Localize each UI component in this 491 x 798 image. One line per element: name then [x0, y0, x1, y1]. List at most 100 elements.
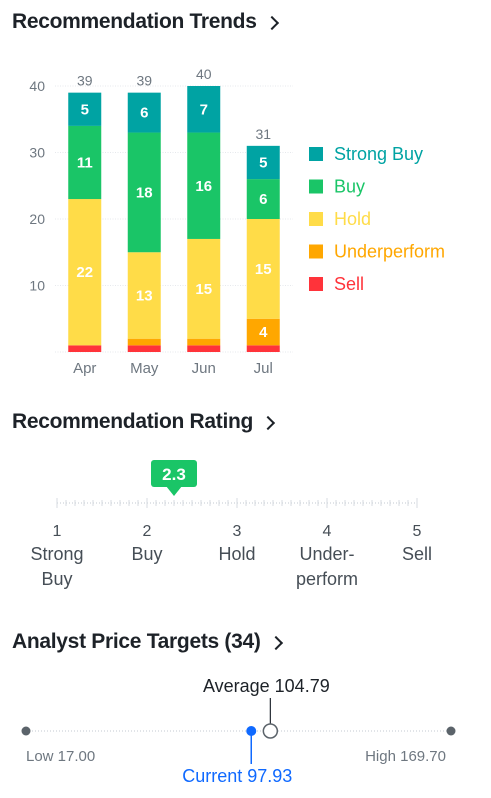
rating-scale-item-5: 5 Sell — [402, 523, 432, 564]
bar-segment-buy — [68, 125, 102, 200]
x-tick-label: Jul — [254, 360, 273, 377]
bar-segment-strong-buy — [187, 86, 221, 133]
rating-scale-number: 3 — [233, 523, 242, 540]
rating-scale-item-2: 2 Buy — [131, 523, 162, 564]
legend-label: Hold — [334, 209, 371, 229]
legend-item-sell[interactable]: Sell — [309, 274, 364, 294]
bar-segment-hold — [246, 219, 280, 319]
rating-scale-item-3: 3 Hold — [218, 523, 255, 564]
bar-value-label: 7 — [200, 101, 208, 118]
bar-segment-sell — [68, 345, 102, 352]
bar-stack-jun[interactable]: 15 16 7 40 — [187, 66, 221, 352]
legend-item-underperform[interactable]: Underperform — [309, 242, 445, 262]
recommendation-rating-title[interactable]: Recommendation Rating — [12, 410, 276, 434]
rating-badge-box — [151, 460, 197, 487]
chart-legend: Strong Buy Buy Hold Underperform Sell — [309, 144, 445, 294]
legend-swatch — [309, 212, 323, 226]
bar-total-label: 39 — [136, 73, 152, 89]
y-tick-label: 40 — [29, 78, 45, 94]
x-tick-label: Apr — [73, 360, 96, 377]
legend-item-hold[interactable]: Hold — [309, 209, 371, 229]
legend-item-strong-buy[interactable]: Strong Buy — [309, 144, 423, 164]
bar-segment-hold — [187, 238, 221, 339]
x-tick-label: May — [130, 360, 159, 377]
bar-stack-may[interactable]: 13 18 6 39 — [127, 73, 161, 352]
rating-scale-number: 2 — [143, 523, 152, 540]
rating-track — [56, 498, 418, 508]
bar-total-label: 40 — [196, 66, 212, 82]
legend-label: Buy — [334, 177, 365, 197]
bar-segment-hold — [68, 199, 102, 346]
chevron-right-icon — [260, 415, 276, 431]
bar-value-label: 5 — [259, 154, 267, 171]
bar-total-label: 31 — [255, 126, 271, 142]
average-marker — [262, 723, 279, 739]
bar-segment-sell — [246, 345, 280, 352]
price-targets-range: Low 17.00 High 169.70 Average 104.79 Curren… — [21, 676, 456, 786]
chevron-right-icon — [268, 635, 283, 651]
bar-value-label: 22 — [76, 264, 93, 281]
bar-segment-buy — [187, 132, 221, 239]
rating-value-badge: 2.3 — [151, 460, 197, 496]
bar-segment-hold — [127, 252, 161, 339]
bar-segment-strong-buy — [246, 145, 280, 180]
rating-scale-label-line2: perform — [296, 569, 358, 589]
x-axis: Apr May Jun Jul — [73, 360, 273, 377]
rating-badge-pointer — [166, 486, 182, 496]
bar-value-label: 4 — [259, 324, 268, 341]
current-marker — [246, 726, 257, 736]
rating-value: 2.3 — [162, 465, 186, 484]
rating-scale-item-4: 4 Under-perform — [296, 523, 358, 589]
average-price-label: Average 104.79 — [203, 676, 330, 696]
bar-segment-sell — [127, 345, 161, 352]
bar-value-label: 6 — [140, 105, 148, 122]
y-tick-label: 20 — [29, 211, 45, 227]
x-tick-label: Jun — [192, 360, 216, 377]
recommendation-trends-chart: 10 20 30 40 22 11 5 39 13 18 6 39 15 16 7 40 4 15 6 5 31 Ap… — [29, 66, 445, 377]
legend-item-buy[interactable]: Buy — [309, 177, 365, 197]
legend-swatch — [309, 147, 323, 161]
y-axis: 10 20 30 40 — [29, 78, 45, 294]
bar-segment-underperform — [246, 318, 280, 346]
bar-value-label: 15 — [255, 261, 272, 278]
recommendation-rating-scale: 1 Strong Buy 2 Buy 3 Hold 4 Under-perform 5 Sell 2… — [30, 460, 432, 589]
recommendation-trends-title[interactable]: Recommendation Trends — [12, 10, 279, 34]
low-price-label: Low 17.00 — [26, 748, 95, 765]
legend-label: Underperform — [334, 242, 445, 262]
rating-scale-label: Buy — [131, 544, 162, 564]
bar-segment-underperform — [187, 338, 221, 346]
high-price-label: High 169.70 — [365, 748, 446, 765]
chevron-right-icon — [264, 15, 279, 31]
rating-scale-label: Strong — [30, 544, 83, 564]
rating-scale-labels: 1 Strong Buy 2 Buy 3 Hold 4 Under-perform 5 Sell — [30, 523, 432, 589]
rating-scale-item-1: 1 Strong Buy — [30, 523, 83, 589]
high-marker — [446, 726, 456, 736]
bar-value-label: 13 — [136, 287, 153, 304]
legend-swatch — [309, 179, 323, 194]
legend-swatch — [309, 277, 323, 291]
bar-value-label: 18 — [136, 184, 153, 201]
bar-value-label: 6 — [259, 191, 267, 208]
rating-scale-label-line2: Buy — [41, 569, 72, 589]
bar-segment-underperform — [127, 338, 161, 346]
legend-label: Sell — [334, 274, 364, 294]
bar-total-label: 39 — [77, 73, 93, 89]
y-tick-label: 30 — [29, 145, 45, 161]
y-tick-label: 10 — [29, 278, 45, 294]
bar-value-label: 5 — [81, 101, 89, 118]
rating-scale-number: 5 — [413, 523, 422, 540]
legend-swatch — [309, 244, 323, 259]
current-price-label: Current 97.93 — [182, 766, 292, 786]
analyst-price-targets-title[interactable]: Analyst Price Targets (34) — [12, 630, 283, 654]
chart-bars: 22 11 5 39 13 18 6 39 15 16 7 40 4 15 6 5 31 — [68, 66, 280, 352]
rating-scale-number: 4 — [323, 523, 332, 540]
bar-stack-jul[interactable]: 4 15 6 5 31 — [246, 126, 280, 352]
bar-segment-strong-buy — [127, 92, 161, 133]
bar-value-label: 11 — [77, 154, 93, 171]
bar-value-label: 16 — [195, 178, 212, 195]
recommendation-rating-title-text: Recommendation Rating — [12, 410, 254, 433]
bar-segment-sell — [187, 345, 221, 352]
rating-scale-number: 1 — [53, 523, 62, 540]
recommendation-trends-title-text: Recommendation Trends — [12, 10, 257, 33]
bar-stack-apr[interactable]: 22 11 5 39 — [68, 73, 102, 352]
